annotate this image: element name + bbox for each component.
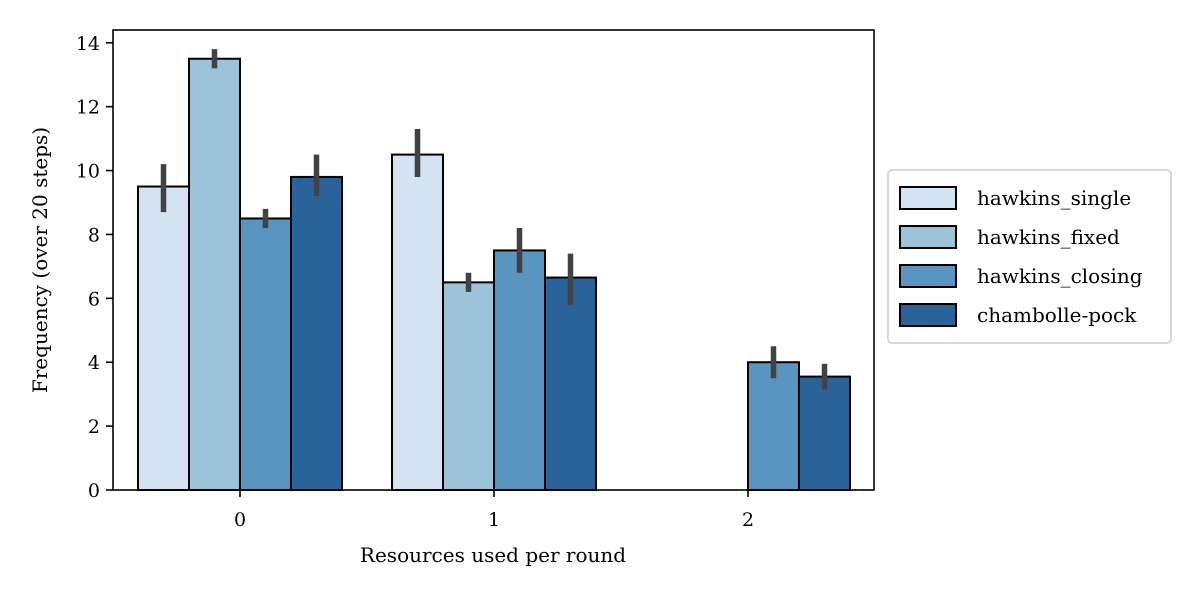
bar-chambolle-pock-2 [798,375,851,492]
y-tick-label: 4 [88,352,100,374]
x-tick-label: 1 [488,509,500,531]
y-tick-label: 10 [76,161,100,183]
x-tick-label: 2 [742,509,754,531]
y-tick-label: 2 [88,416,100,438]
error-bars [160,49,828,390]
y-tick-label: 6 [88,288,100,310]
bar-hawkins_closing-1 [493,249,546,491]
legend-swatch-hawkins_single [899,186,957,210]
bar-chambolle-pock-0 [290,175,343,491]
bar-chambolle-pock-1 [544,276,597,492]
bar-hawkins_fixed-0 [188,57,241,491]
y-tick-label: 8 [88,224,100,246]
legend: hawkins_single hawkins_fixed hawkins_closi… [887,169,1172,344]
bar-hawkins_closing-0 [239,217,292,491]
y-tick-label: 12 [76,97,100,119]
bars [137,57,851,492]
legend-swatch-hawkins_closing [899,264,957,288]
legend-label-hawkins_fixed: hawkins_fixed [977,225,1120,249]
y-tick-label: 14 [76,33,100,55]
legend-label-chambolle-pock: chambolle-pock [977,303,1137,327]
legend-label-hawkins_closing: hawkins_closing [977,264,1143,288]
legend-swatch-hawkins_fixed [899,225,957,249]
bar-hawkins_fixed-1 [442,281,495,491]
bar-hawkins_single-1 [391,153,444,491]
bar-hawkins_closing-2 [747,361,800,492]
bar-hawkins_single-0 [137,185,190,491]
legend-box [887,169,1172,344]
y-tick-label: 0 [88,480,100,502]
y-axis-label: Frequency (over 20 steps) [28,127,52,393]
legend-swatch-chambolle-pock [899,303,957,327]
x-tick-label: 0 [234,509,246,531]
y-ticks: 0 2 4 6 8 10 12 14 [76,33,113,502]
legend-label-hawkins_single: hawkins_single [977,186,1131,210]
x-ticks: 0 1 2 [234,490,754,531]
x-axis-label: Resources used per round [360,543,626,567]
